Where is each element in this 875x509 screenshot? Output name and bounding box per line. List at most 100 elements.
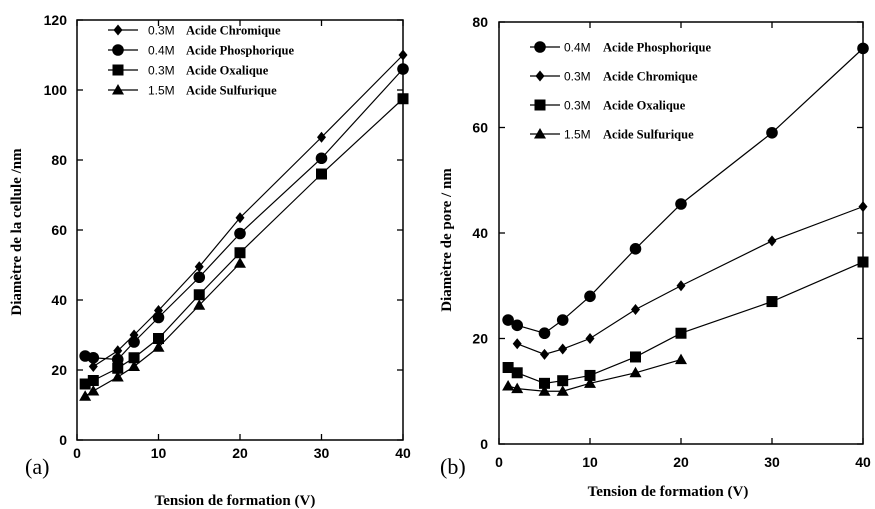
series-line xyxy=(507,47,864,334)
panel-label: (b) xyxy=(440,454,466,479)
series-triangle xyxy=(502,353,687,396)
data-point xyxy=(128,336,140,348)
data-point xyxy=(676,280,686,292)
legend-name: Acide Chromique xyxy=(186,24,281,38)
legend-name: Acide Oxalique xyxy=(186,64,269,78)
legend-concentration: 1.5M xyxy=(564,128,591,142)
data-point xyxy=(502,314,514,326)
data-point xyxy=(87,385,100,396)
data-point xyxy=(316,168,327,180)
y-tick-label: 60 xyxy=(51,222,67,238)
data-point xyxy=(585,333,595,344)
data-point xyxy=(629,243,642,255)
x-tick-label: 40 xyxy=(395,445,411,461)
data-point xyxy=(152,311,165,324)
y-tick-label: 0 xyxy=(480,436,488,452)
legend-concentration: 0.4M xyxy=(148,44,175,58)
series-circle xyxy=(79,63,409,366)
data-point xyxy=(630,351,641,363)
data-point xyxy=(584,377,596,388)
legend-marker xyxy=(534,41,546,53)
data-point xyxy=(512,338,522,350)
legend-entry: 0.3M Acide Chromique xyxy=(108,24,281,38)
data-point xyxy=(193,299,206,310)
x-tick-label: 30 xyxy=(764,454,780,470)
series-diamond xyxy=(88,49,408,372)
data-point xyxy=(315,152,328,165)
y-axis-label: Diamètre de la cellule /nm xyxy=(9,148,25,316)
data-point xyxy=(87,375,99,386)
data-point xyxy=(858,201,868,213)
legend-entry: 0.3M Acide Chromique xyxy=(530,70,698,84)
x-tick-label: 0 xyxy=(73,445,81,461)
legend-marker xyxy=(534,128,546,139)
data-point xyxy=(79,378,91,390)
series-square xyxy=(79,93,409,390)
data-point xyxy=(511,319,523,332)
data-point xyxy=(584,369,596,381)
data-point xyxy=(857,256,869,268)
data-point xyxy=(539,377,550,389)
data-point xyxy=(538,327,551,340)
data-point xyxy=(675,327,687,339)
data-point xyxy=(557,375,569,387)
y-tick-label: 40 xyxy=(51,292,67,308)
legend-marker xyxy=(113,24,123,36)
y-tick-label: 40 xyxy=(472,225,488,241)
series-line xyxy=(516,206,864,355)
x-axis-label: Tension de formation (V) xyxy=(155,493,316,509)
x-tick-label: 20 xyxy=(232,445,248,461)
data-point xyxy=(558,343,568,355)
data-point xyxy=(234,257,246,268)
data-point xyxy=(629,366,642,378)
legend-entry: 0.4M Acide Phosphorique xyxy=(530,41,711,55)
legend-marker xyxy=(112,84,124,95)
legend-entry: 0.3M Acide Oxalique xyxy=(108,64,269,78)
data-point xyxy=(234,247,246,259)
legend-name: Acide Chromique xyxy=(603,70,698,84)
data-point xyxy=(584,290,596,303)
data-point xyxy=(194,261,204,273)
data-point xyxy=(111,353,124,366)
data-point xyxy=(767,235,777,247)
legend-concentration: 0.4M xyxy=(564,41,591,55)
x-tick-label: 0 xyxy=(495,454,503,470)
data-point xyxy=(193,289,205,301)
legend-entry: 1.5M Acide Sulfurique xyxy=(108,84,277,98)
y-tick-label: 0 xyxy=(59,432,67,448)
data-point xyxy=(766,296,778,308)
legend-concentration: 0.3M xyxy=(564,99,591,113)
y-axis-label: Diamètre de pore / nm xyxy=(439,168,455,312)
legend-entry: 1.5M Acide Sulfurique xyxy=(530,128,694,142)
data-point xyxy=(556,385,569,396)
legend-name: Acide Phosphorique xyxy=(186,44,294,58)
chart-panel-b: 0 10 20 30 40 0 20 40 60 80 Tension de formation (… xyxy=(439,14,871,500)
legend-name: Acide Oxalique xyxy=(603,99,686,113)
legend-marker xyxy=(535,70,545,82)
legend-name: Acide Sulfurique xyxy=(603,128,694,142)
data-point xyxy=(235,212,245,224)
data-point xyxy=(766,126,778,139)
plot-frame xyxy=(498,21,864,445)
data-point xyxy=(675,198,687,210)
data-point xyxy=(79,390,92,401)
x-tick-label: 40 xyxy=(855,454,871,470)
x-tick-label: 30 xyxy=(314,445,330,461)
data-point xyxy=(153,333,164,344)
data-point xyxy=(397,63,409,75)
data-point xyxy=(556,314,569,326)
chart-panel-a: 0 10 20 30 40 0 20 40 60 80 100 120 Tension de forma… xyxy=(9,12,411,509)
data-point xyxy=(128,352,140,364)
series-circle xyxy=(502,42,869,340)
y-tick-label: 80 xyxy=(51,152,67,168)
x-axis-label: Tension de formation (V) xyxy=(588,484,749,500)
data-point xyxy=(675,353,687,365)
data-point xyxy=(128,360,141,371)
data-point xyxy=(152,341,165,352)
legend-concentration: 1.5M xyxy=(148,84,175,98)
data-point xyxy=(631,303,640,315)
y-tick-label: 20 xyxy=(51,362,67,378)
series-diamond xyxy=(512,201,868,360)
data-point xyxy=(397,93,409,105)
